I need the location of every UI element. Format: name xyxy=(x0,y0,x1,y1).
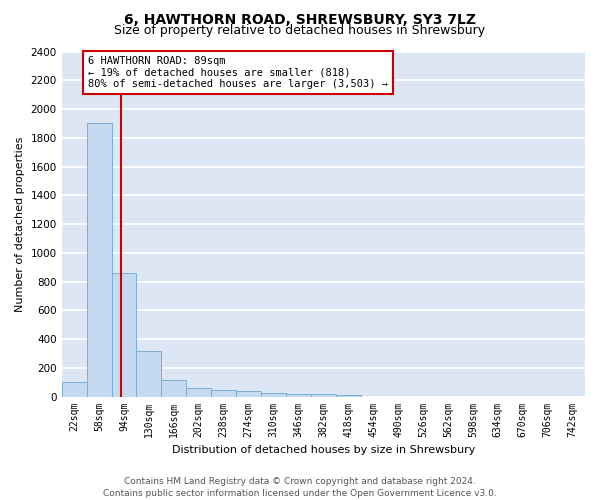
Bar xyxy=(261,393,286,396)
Bar xyxy=(336,395,361,396)
Bar xyxy=(311,394,336,396)
Text: Contains HM Land Registry data © Crown copyright and database right 2024.
Contai: Contains HM Land Registry data © Crown c… xyxy=(103,476,497,498)
Bar xyxy=(86,124,112,396)
Bar xyxy=(62,382,86,396)
Text: 6 HAWTHORN ROAD: 89sqm
← 19% of detached houses are smaller (818)
80% of semi-de: 6 HAWTHORN ROAD: 89sqm ← 19% of detached… xyxy=(88,56,388,89)
X-axis label: Distribution of detached houses by size in Shrewsbury: Distribution of detached houses by size … xyxy=(172,445,475,455)
Bar xyxy=(211,390,236,396)
Text: 6, HAWTHORN ROAD, SHREWSBURY, SY3 7LZ: 6, HAWTHORN ROAD, SHREWSBURY, SY3 7LZ xyxy=(124,12,476,26)
Bar xyxy=(112,273,136,396)
Bar xyxy=(186,388,211,396)
Text: Size of property relative to detached houses in Shrewsbury: Size of property relative to detached ho… xyxy=(115,24,485,37)
Y-axis label: Number of detached properties: Number of detached properties xyxy=(15,136,25,312)
Bar xyxy=(136,352,161,397)
Bar xyxy=(236,391,261,396)
Bar xyxy=(286,394,311,396)
Bar xyxy=(161,380,186,396)
